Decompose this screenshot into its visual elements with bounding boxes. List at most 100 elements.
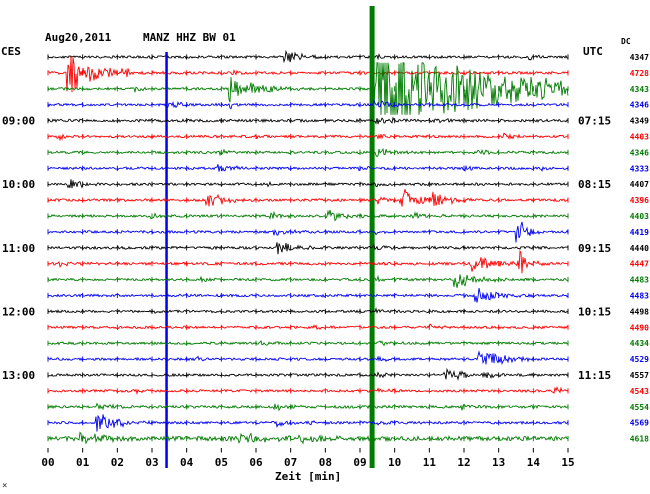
utc-time-label: 08:15 xyxy=(578,178,611,191)
x-axis-tick-label: 05 xyxy=(215,456,228,469)
waveform-trace xyxy=(47,350,569,366)
waveform-trace xyxy=(47,49,569,64)
waveform-trace xyxy=(47,340,569,347)
x-axis: 00 01 02 03 04 05 06 07 08 09 10 11 12 13 14 15 xyxy=(41,448,575,469)
waveform-trace xyxy=(47,99,569,110)
seismogram-trace-row: 4403 xyxy=(47,209,649,222)
seismogram-trace-row: 11:00 09:15 4440 xyxy=(2,242,649,255)
waveform-trace xyxy=(47,288,569,303)
x-axis-tick-label: 01 xyxy=(76,456,90,469)
seismogram-trace-row: 4403 xyxy=(47,132,649,142)
seismogram-trace-row: 4346 xyxy=(47,52,649,468)
seismogram-trace-row: 4529 xyxy=(47,350,649,366)
waveform-trace xyxy=(47,179,568,189)
dc-value: 4569 xyxy=(630,419,649,428)
seismogram-trace-row: 4343 xyxy=(47,6,649,468)
waveform-trace xyxy=(47,116,569,125)
dc-value: 4396 xyxy=(630,196,649,205)
x-axis-tick-label: 07 xyxy=(284,456,297,469)
dc-value: 4483 xyxy=(630,292,649,301)
dc-value: 4557 xyxy=(630,371,649,380)
timezone-right-label: UTC xyxy=(583,45,603,58)
x-axis-tick-label: 00 xyxy=(41,456,54,469)
waveform-trace xyxy=(47,242,569,255)
seismogram-trace-row: 10:00 08:15 4407 xyxy=(2,178,649,191)
dc-value: 4403 xyxy=(630,133,649,142)
dc-value: 4403 xyxy=(630,212,649,221)
waveform-trace xyxy=(47,189,569,207)
dc-value: 4347 xyxy=(630,53,649,62)
cest-time-label: 12:00 xyxy=(2,305,35,318)
x-axis-tick-label: 06 xyxy=(249,456,263,469)
waveform-trace xyxy=(47,164,569,173)
x-axis-tick-label: 11 xyxy=(423,456,437,469)
seismogram-trace-row: 4419 xyxy=(47,221,649,243)
seismogram-trace-row: 4447 xyxy=(47,249,649,274)
seismogram-trace-row: 09:00 07:15 4349 xyxy=(2,115,649,128)
x-axis-title: Zeit [min] xyxy=(275,470,342,483)
cest-time-label: 13:00 xyxy=(2,369,35,382)
seismogram-trace-row: 4333 xyxy=(47,164,649,173)
title-date: Aug20,2011 xyxy=(45,31,112,44)
seismogram-trace-row: 4543 xyxy=(47,386,649,396)
clipped-event-line xyxy=(165,52,168,468)
seismogram-trace-row: 4618 xyxy=(47,431,649,445)
dc-value: 4333 xyxy=(630,164,649,173)
waveform-trace xyxy=(47,431,569,445)
dc-value: 4529 xyxy=(630,355,649,364)
dc-value: 4434 xyxy=(630,339,649,348)
title-station: MANZ HHZ BW 01 xyxy=(143,31,236,44)
seismogram-trace-row: 12:00 10:15 4498 xyxy=(2,305,649,318)
dc-value: 4440 xyxy=(630,244,649,253)
seismogram-trace-row: 4554 xyxy=(47,402,649,412)
x-axis-tick-label: 14 xyxy=(527,456,541,469)
dc-value: 4498 xyxy=(630,307,649,316)
dc-value: 4447 xyxy=(630,260,649,269)
seismogram-trace-row: 4483 xyxy=(47,288,649,303)
waveform-trace xyxy=(47,402,569,412)
dc-value: 4483 xyxy=(630,276,649,285)
dc-value: 4618 xyxy=(630,435,649,444)
cest-time-label: 10:00 xyxy=(2,178,35,191)
waveform-trace xyxy=(47,386,569,396)
x-axis-tick-label: 12 xyxy=(457,456,470,469)
utc-time-label: 11:15 xyxy=(578,369,611,382)
dc-value: 4419 xyxy=(630,228,649,237)
x-axis-tick-label: 03 xyxy=(145,456,158,469)
waveform-trace xyxy=(48,55,569,93)
waveform-trace xyxy=(47,274,569,288)
dc-value: 4349 xyxy=(630,117,649,126)
dc-value: 4490 xyxy=(630,323,649,332)
waveform-trace xyxy=(47,147,569,158)
clipped-event-line xyxy=(369,6,375,468)
dc-value: 4543 xyxy=(630,387,649,396)
seismogram-trace-row: 4569 xyxy=(47,414,649,432)
dc-value: 4554 xyxy=(630,403,649,412)
timezone-left-label: CES xyxy=(1,45,21,58)
utc-time-label: 10:15 xyxy=(578,305,611,318)
waveform-trace xyxy=(47,62,569,115)
x-axis-tick-label: 15 xyxy=(561,456,574,469)
x-axis-tick-label: 09 xyxy=(353,456,366,469)
seismogram-trace-row: 4490 xyxy=(47,323,649,332)
dc-value: 4728 xyxy=(630,69,649,78)
x-axis-tick-label: 08 xyxy=(319,456,332,469)
dc-value: 4346 xyxy=(630,101,649,110)
waveform-trace xyxy=(47,307,569,314)
x-axis-tick-label: 02 xyxy=(111,456,124,469)
waveform-trace xyxy=(47,367,569,381)
x-axis-tick-label: 13 xyxy=(492,456,505,469)
utc-time-label: 07:15 xyxy=(578,115,611,128)
x-axis-tick-label: 10 xyxy=(388,456,401,469)
dc-value: 4407 xyxy=(630,180,649,189)
waveform-trace xyxy=(47,209,569,222)
dc-value: 4346 xyxy=(630,148,649,157)
waveform-trace xyxy=(47,132,568,142)
seismogram-trace-row: 4347 xyxy=(47,49,649,64)
waveform-trace xyxy=(47,323,569,331)
seismogram-trace-row: 13:00 11:15 4557 xyxy=(2,367,649,382)
seismogram-trace-row: 4346 xyxy=(47,147,649,158)
seismogram-trace-row: 4728 xyxy=(47,55,649,93)
seismogram-trace-row: 4434 xyxy=(47,339,649,348)
